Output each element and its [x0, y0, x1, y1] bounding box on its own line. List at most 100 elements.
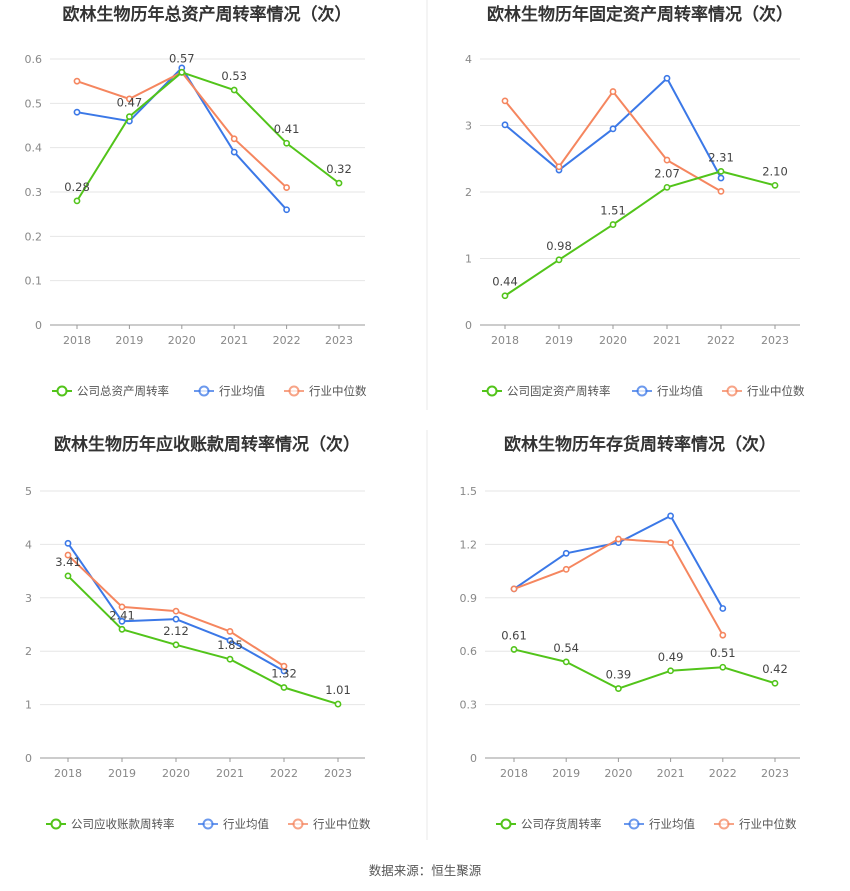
data-point-median[interactable]: [663, 156, 671, 164]
legend-label-avg[interactable]: 行业均值: [649, 817, 695, 831]
data-point-median[interactable]: [555, 163, 563, 171]
chart-title: 欧林生物历年存货周转率情况（次）: [504, 434, 776, 455]
data-point-company[interactable]: [64, 572, 72, 580]
data-point-company[interactable]: [118, 625, 126, 633]
data-point-company[interactable]: [334, 700, 342, 708]
data-point-company[interactable]: [717, 167, 725, 175]
data-point-company[interactable]: [172, 641, 180, 649]
data-point-median[interactable]: [64, 551, 72, 559]
legend-marker-median[interactable]: [718, 818, 730, 830]
legend-label-median[interactable]: 行业中位数: [309, 384, 367, 398]
data-point-avg[interactable]: [667, 512, 674, 520]
legend-label-median[interactable]: 行业中位数: [313, 817, 371, 831]
data-point-company[interactable]: [501, 292, 509, 300]
legend-label-avg[interactable]: 行业均值: [657, 384, 703, 398]
data-point-company[interactable]: [283, 139, 290, 147]
data-point-median[interactable]: [172, 607, 180, 615]
data-point-avg[interactable]: [226, 637, 234, 644]
x-tick-label: 2023: [761, 334, 789, 347]
data-point-median[interactable]: [118, 603, 126, 611]
data-point-median[interactable]: [226, 628, 234, 635]
data-point-median[interactable]: [230, 135, 238, 143]
data-point-median[interactable]: [510, 585, 518, 593]
data-point-company[interactable]: [562, 658, 570, 666]
data-point-avg[interactable]: [717, 174, 725, 182]
legend-marker-avg[interactable]: [628, 818, 640, 830]
data-point-median[interactable]: [280, 662, 288, 670]
y-tick-label: 5: [25, 485, 32, 498]
data-point-company[interactable]: [510, 646, 518, 653]
data-point-median[interactable]: [562, 565, 570, 573]
data-point-median[interactable]: [73, 77, 81, 85]
data-point-avg[interactable]: [172, 615, 180, 623]
data-point-median[interactable]: [609, 88, 617, 95]
data-label: 1.85: [217, 638, 243, 652]
data-point-avg[interactable]: [663, 74, 671, 82]
data-point-company[interactable]: [555, 256, 563, 264]
data-point-avg[interactable]: [64, 539, 72, 547]
data-point-median[interactable]: [719, 631, 727, 639]
data-point-median[interactable]: [667, 539, 674, 547]
data-point-company[interactable]: [230, 86, 238, 94]
data-point-avg[interactable]: [283, 206, 290, 214]
data-point-avg[interactable]: [562, 549, 570, 557]
legend-marker-company[interactable]: [500, 818, 512, 830]
legend-marker-median[interactable]: [726, 385, 738, 397]
legend-label-median[interactable]: 行业中位数: [747, 384, 805, 398]
series-line-company: [76, 71, 340, 202]
series-line-median: [504, 90, 722, 193]
data-point-company[interactable]: [335, 179, 343, 187]
data-point-company[interactable]: [226, 655, 234, 663]
legend-marker-company[interactable]: [56, 385, 68, 397]
data-point-avg[interactable]: [73, 108, 81, 116]
data-point-company[interactable]: [280, 684, 288, 691]
data-point-median[interactable]: [125, 95, 133, 103]
data-point-company[interactable]: [125, 113, 133, 121]
data-point-median[interactable]: [501, 97, 509, 105]
data-point-median[interactable]: [615, 535, 622, 543]
legend-marker-avg[interactable]: [198, 385, 210, 397]
data-point-avg[interactable]: [501, 121, 509, 129]
data-point-avg[interactable]: [118, 617, 126, 625]
data-point-median[interactable]: [283, 184, 290, 191]
data-point-avg[interactable]: [719, 605, 727, 612]
legend-marker-median[interactable]: [292, 818, 304, 830]
legend-marker-avg[interactable]: [636, 385, 648, 397]
legend-marker-company[interactable]: [486, 385, 498, 397]
data-point-company[interactable]: [667, 667, 674, 675]
data-point-company[interactable]: [771, 679, 779, 687]
series-line-median: [76, 71, 288, 189]
data-point-company[interactable]: [73, 197, 81, 205]
data-point-avg[interactable]: [609, 125, 617, 133]
y-tick-label: 2: [25, 645, 32, 658]
data-point-company[interactable]: [178, 68, 186, 76]
y-tick-label: 0: [470, 752, 477, 765]
data-point-company[interactable]: [609, 221, 617, 228]
data-point-company[interactable]: [615, 685, 622, 692]
data-label: 1.32: [271, 667, 297, 681]
y-tick-label: 0: [25, 752, 32, 765]
legend-marker-avg[interactable]: [202, 818, 214, 830]
x-tick-label: 2019: [545, 334, 573, 347]
data-source: 数据来源：恒生聚源: [368, 863, 482, 878]
legend-marker-median[interactable]: [288, 385, 300, 397]
chart-title: 欧林生物历年总资产周转率情况（次）: [63, 4, 352, 25]
data-point-company[interactable]: [663, 183, 671, 191]
x-tick-label: 2022: [709, 767, 737, 780]
legend-label-avg[interactable]: 行业均值: [219, 384, 265, 398]
y-tick-label: 0: [35, 319, 42, 332]
data-point-median[interactable]: [717, 187, 725, 195]
data-point-company[interactable]: [771, 181, 779, 189]
series-line-avg: [513, 514, 724, 609]
legend-label-company[interactable]: 公司应收账款周转率: [71, 817, 175, 831]
legend-label-company[interactable]: 公司总资产周转率: [77, 384, 169, 398]
data-label: 0.41: [274, 122, 300, 136]
legend-marker-company[interactable]: [50, 818, 62, 830]
legend-label-company[interactable]: 公司存货周转率: [521, 817, 602, 831]
data-point-avg[interactable]: [230, 148, 238, 156]
legend-label-median[interactable]: 行业中位数: [739, 817, 797, 831]
data-point-company[interactable]: [719, 663, 727, 671]
legend-label-avg[interactable]: 行业均值: [223, 817, 269, 831]
legend-label-company[interactable]: 公司固定资产周转率: [507, 384, 611, 398]
